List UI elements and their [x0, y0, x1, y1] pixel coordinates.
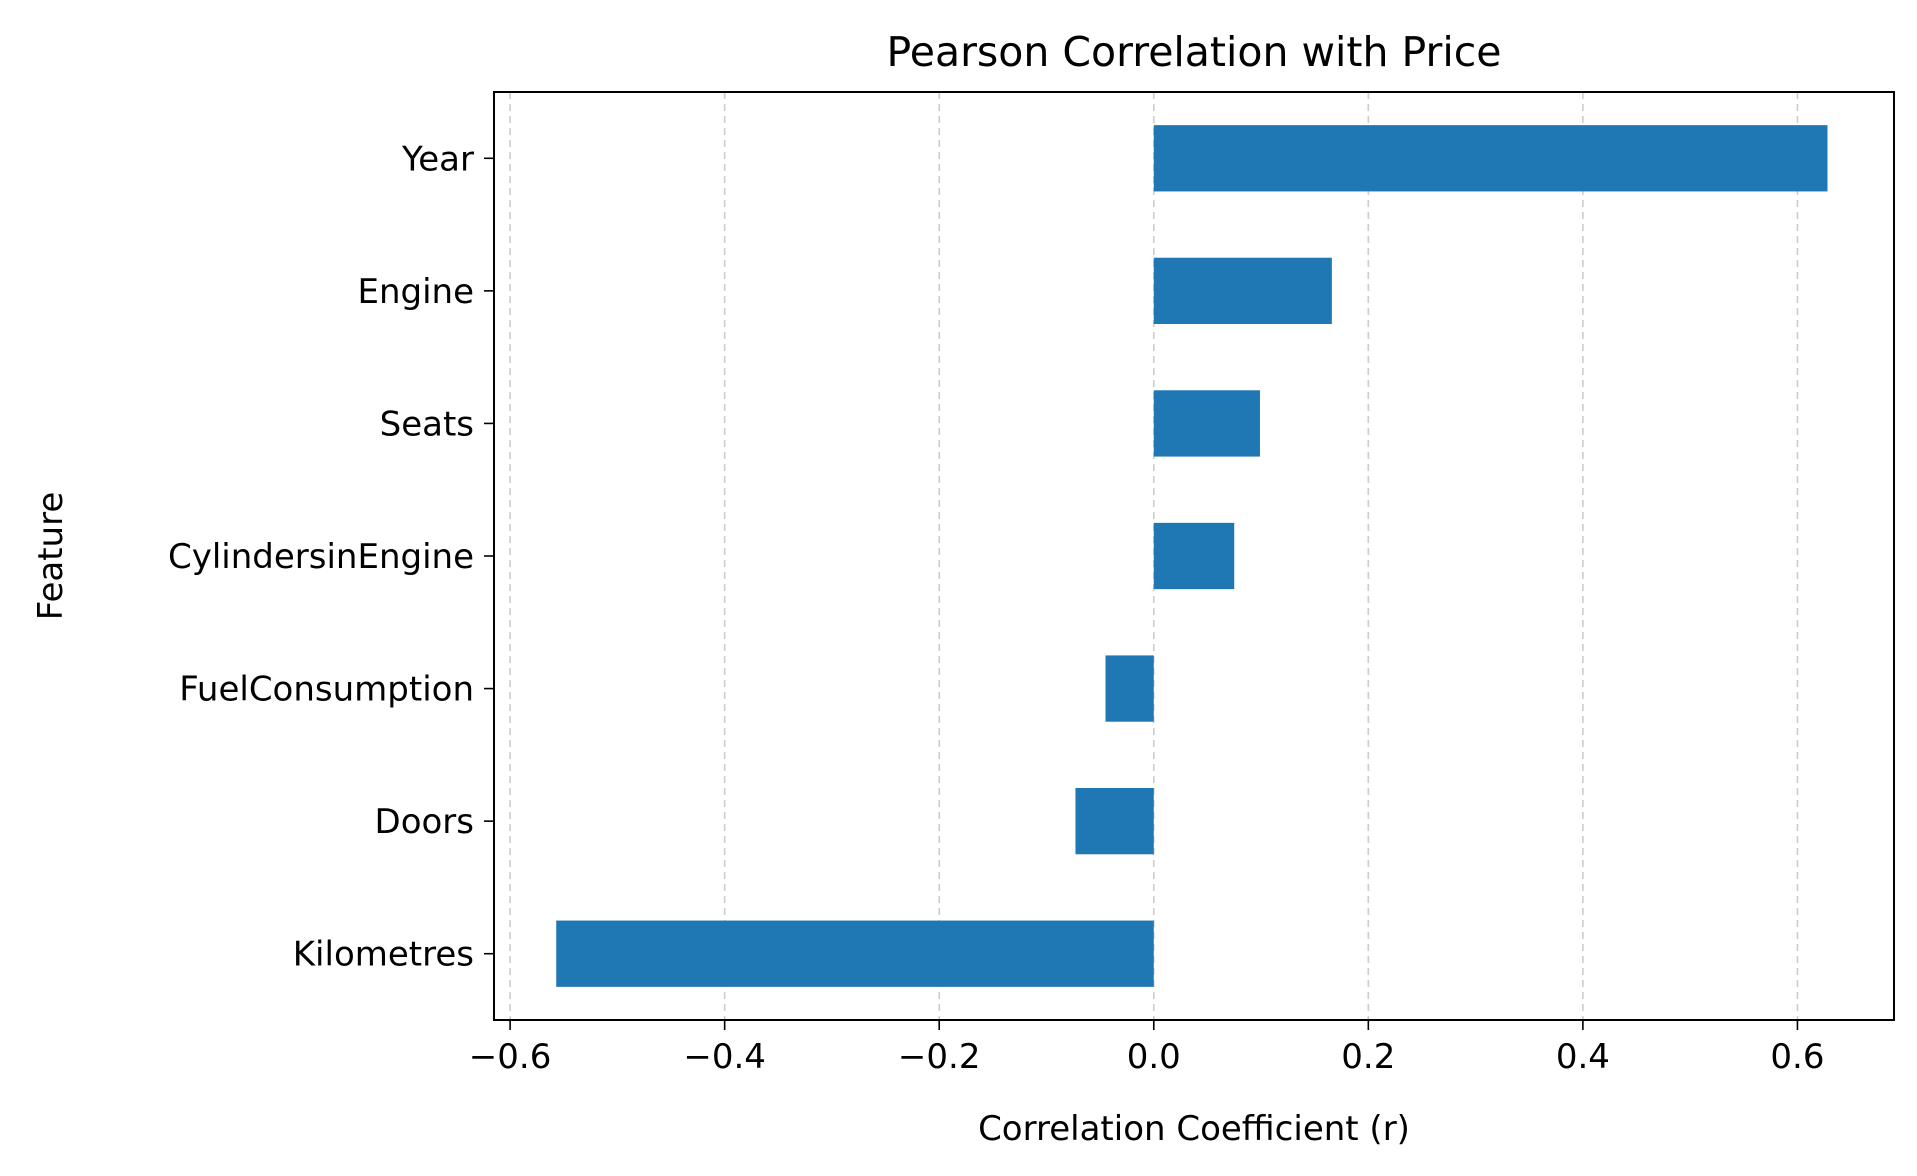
bar-year — [1153, 125, 1828, 192]
bar-seats — [1153, 390, 1260, 457]
x-tick-label: −0.6 — [469, 1037, 552, 1077]
gridlines — [509, 92, 1799, 1020]
x-axis-title: Correlation Coefficient (r) — [978, 1109, 1410, 1149]
y-tick-label: Year — [401, 139, 474, 179]
y-tick-label: CylindersinEngine — [168, 537, 474, 577]
y-tick-label: Engine — [357, 272, 474, 312]
y-tick-label: FuelConsumption — [179, 670, 474, 710]
y-tick-label: Doors — [375, 802, 474, 842]
x-tick-label: −0.2 — [898, 1037, 981, 1077]
y-tick-label: Kilometres — [293, 935, 474, 975]
chart-title: Pearson Correlation with Price — [886, 28, 1501, 76]
bar-doors — [1075, 788, 1154, 855]
x-tick-label: 0.6 — [1770, 1037, 1824, 1077]
y-axis-title: Feature — [31, 492, 71, 620]
y-tick-label: Seats — [380, 404, 474, 444]
x-tick-label: 0.4 — [1556, 1037, 1610, 1077]
bars — [556, 125, 1828, 987]
x-tick-label: −0.4 — [683, 1037, 766, 1077]
x-tick-label: 0.2 — [1341, 1037, 1395, 1077]
bar-cylindersinengine — [1153, 522, 1235, 590]
bar-engine — [1153, 257, 1332, 324]
y-axis-ticks: Year Engine Seats CylindersinEngine FuelCons… — [168, 139, 494, 975]
x-axis-ticks: −0.6 −0.4 −0.2 0.0 0.2 0.4 0.6 — [469, 1020, 1824, 1077]
bar-kilometres — [556, 920, 1154, 987]
x-tick-label: 0.0 — [1127, 1037, 1181, 1077]
bar-fuelconsumption — [1105, 655, 1154, 722]
